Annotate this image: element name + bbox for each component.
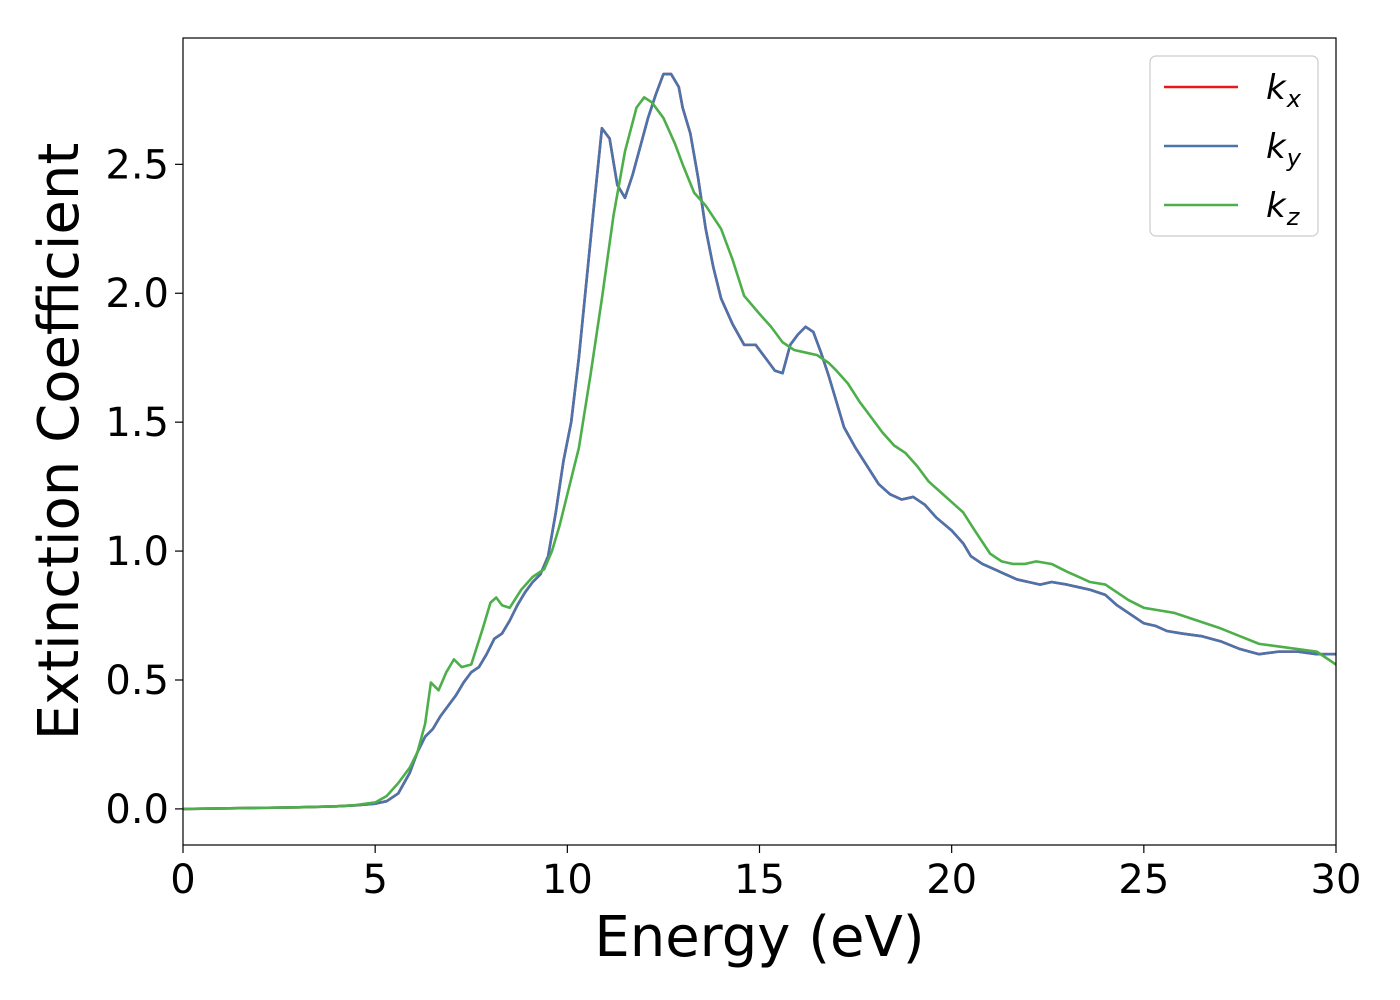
plot-area: [183, 72, 1336, 811]
x-tick-label: 25: [1118, 857, 1169, 903]
x-tick-label: 15: [734, 857, 785, 903]
legend-entry-label: kx: [1266, 68, 1302, 113]
legend-entry-label: ky: [1266, 127, 1302, 172]
x-tick-label: 0: [170, 857, 195, 903]
x-axis-label: Energy (eV): [594, 905, 924, 970]
y-axis-label: Extinction Coefficient: [27, 143, 92, 741]
y-axis-ticks: 0.0 0.5 1.0 1.5 2.0 2.5: [105, 142, 183, 833]
x-tick-label: 10: [542, 857, 593, 903]
legend-entry-subscript: z: [1286, 203, 1301, 231]
legend-entry-subscript: y: [1286, 144, 1302, 172]
y-tick-label: 1.0: [105, 529, 169, 575]
legend-entry-label: kz: [1266, 186, 1301, 231]
series-line-kz: [183, 96, 1336, 811]
y-tick-label: 1.5: [105, 400, 169, 446]
x-axis-ticks: 0 5 10 15 20 25 30: [170, 845, 1361, 903]
legend-entry-name: k: [1266, 68, 1287, 108]
y-tick-label: 0.0: [105, 787, 169, 833]
legend-entry-name: k: [1266, 127, 1287, 167]
axes-frame: [182, 37, 1337, 846]
x-tick-label: 5: [362, 857, 387, 903]
y-tick-label: 2.5: [105, 142, 169, 188]
y-tick-label: 0.5: [105, 658, 169, 704]
legend-entry-name: k: [1266, 186, 1287, 226]
x-tick-label: 20: [926, 857, 977, 903]
legend-entry-subscript: x: [1286, 85, 1302, 113]
x-tick-label: 30: [1311, 857, 1362, 903]
y-tick-label: 2.0: [105, 271, 169, 317]
series-line-ky: [183, 72, 1336, 811]
